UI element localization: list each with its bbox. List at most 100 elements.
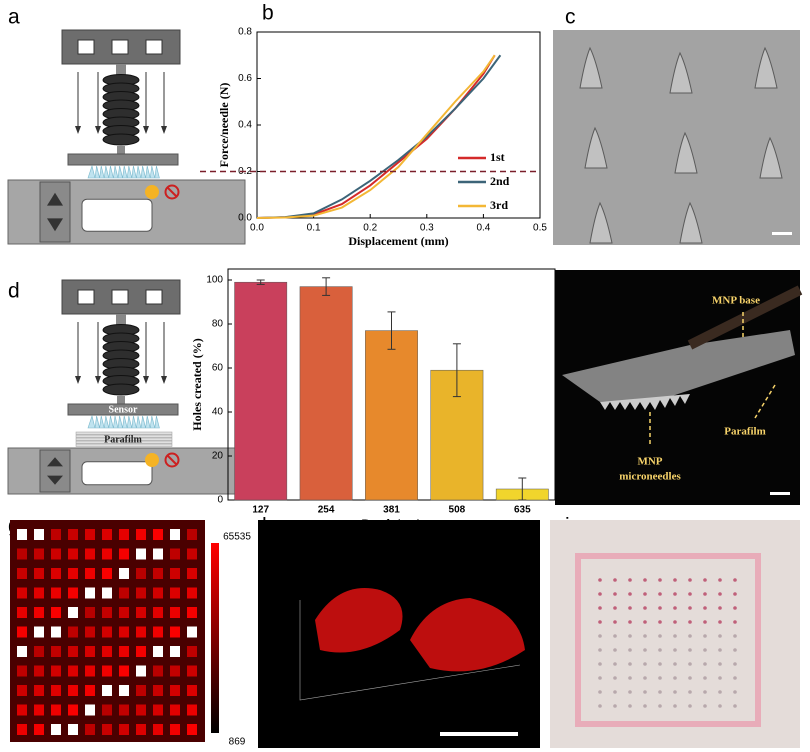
heatmap-cell [85, 704, 95, 716]
heatmap-cell [136, 724, 146, 735]
heatmap-cell [17, 529, 27, 540]
hole [688, 634, 692, 638]
hole [733, 620, 737, 624]
axes-3d [299, 600, 521, 701]
hole [628, 578, 632, 582]
heatmap-cell [17, 626, 27, 638]
hole [658, 606, 662, 610]
button-panel [39, 181, 71, 243]
hole [658, 676, 662, 680]
heatmap-cell [17, 685, 27, 696]
heatmap-cell [102, 665, 112, 677]
heatmap-cell [85, 607, 95, 618]
heatmap-cell [170, 607, 180, 618]
hole [733, 690, 737, 694]
stop [164, 452, 180, 468]
y-tick-label: 0.6 [238, 73, 252, 84]
handle [687, 285, 803, 350]
parafilm-layer [75, 440, 173, 444]
stop [166, 454, 178, 466]
hole [688, 648, 692, 652]
needle-row [600, 394, 690, 410]
hole [703, 676, 707, 680]
hole [598, 676, 602, 680]
hole [718, 578, 722, 582]
hole [673, 690, 677, 694]
hole [733, 634, 737, 638]
heatmap-cell [17, 568, 27, 579]
bar [234, 281, 288, 501]
stop [166, 186, 178, 198]
hole [718, 690, 722, 694]
heatmap-cell [153, 529, 163, 540]
heatmap-cell [187, 724, 197, 735]
heatmap-cell [153, 626, 163, 638]
heatmap-cell [187, 665, 197, 677]
hole [673, 606, 677, 610]
heatmap-cell [17, 548, 27, 560]
heatmap-cell [102, 587, 112, 599]
bar [365, 330, 418, 501]
heatmap-cell [68, 548, 78, 560]
hole [673, 704, 677, 708]
y-tick-label: 0.4 [238, 120, 252, 131]
line [256, 54, 496, 219]
heatmap-cell [102, 607, 112, 618]
needle [759, 136, 783, 179]
heatmap-cell [17, 646, 27, 657]
hole [673, 634, 677, 638]
head-window [77, 39, 95, 55]
head-window [111, 289, 129, 305]
hole [598, 592, 602, 596]
hole [733, 592, 737, 596]
hole [643, 606, 647, 610]
heatmap-cell [68, 685, 78, 696]
hole [598, 606, 602, 610]
legend-label: 3rd [490, 198, 508, 212]
x-tick-label: 254 [318, 505, 335, 516]
hole [673, 676, 677, 680]
spring-coil [102, 133, 140, 146]
heatmap-cell [34, 685, 44, 696]
parafilm-layer [75, 431, 173, 435]
hole [658, 578, 662, 582]
heatmap-cell [34, 548, 44, 560]
heatmap-cell [170, 646, 180, 657]
heatmap-cell [34, 704, 44, 716]
hole [703, 662, 707, 666]
plate [67, 153, 179, 166]
hole [628, 690, 632, 694]
hole [643, 592, 647, 596]
scale-bar [770, 492, 790, 495]
y-axis-title: Force/needle (N) [217, 83, 231, 168]
heatmap-cell [187, 607, 197, 618]
heatmap-cell [51, 587, 61, 599]
screen [81, 461, 153, 486]
heatmap-cell [187, 685, 197, 696]
x-tick-label: 0.5 [533, 223, 547, 234]
x-tick-label: 0.1 [307, 223, 321, 234]
y-tick-label: 40 [212, 407, 224, 418]
hole [613, 578, 617, 582]
hole [643, 634, 647, 638]
heatmap-cell [136, 529, 146, 540]
head-window [77, 289, 95, 305]
device-label: Sensor [109, 404, 138, 415]
heatmap-cell [119, 548, 129, 560]
hole [658, 620, 662, 624]
heatmap-cell [136, 607, 146, 618]
heatmap-cell [119, 704, 129, 716]
x-tick-label: 635 [514, 505, 531, 516]
x-tick-label: 508 [449, 505, 466, 516]
heatmap-cell [136, 646, 146, 657]
needle [584, 126, 608, 169]
heatmap-cell [170, 685, 180, 696]
hole [718, 676, 722, 680]
heatmap-cell [136, 685, 146, 696]
hole [643, 578, 647, 582]
hole [643, 662, 647, 666]
button-panel [39, 449, 71, 493]
heatmap-cell [153, 548, 163, 560]
heatmap-cell [85, 685, 95, 696]
